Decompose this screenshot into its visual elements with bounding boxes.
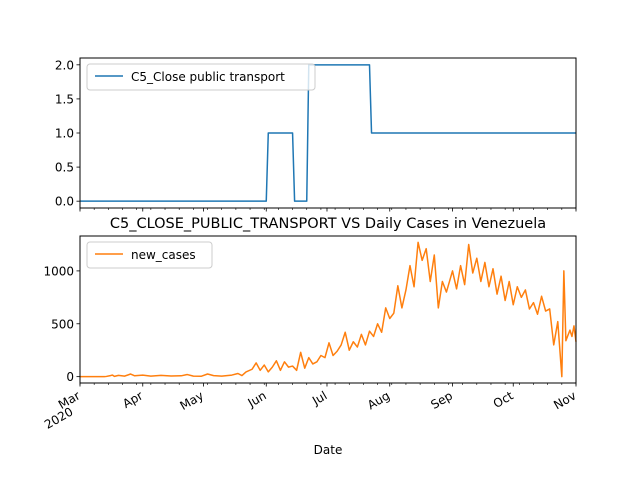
top-legend: C5_Close public transport xyxy=(86,63,316,91)
bottom-legend-box xyxy=(86,241,213,269)
y-tick-label: 2.0 xyxy=(55,58,74,72)
bottom-legend: new_cases xyxy=(86,241,213,269)
y-tick-label: 0.0 xyxy=(55,195,74,209)
y-tick-label: 1000 xyxy=(43,264,74,278)
y-tick-label: 0 xyxy=(66,370,74,384)
bottom-y-axis: 0 500 1000 xyxy=(43,264,80,384)
top-legend-label: C5_Close public transport xyxy=(131,70,285,84)
series-line-c5-close-public-transport xyxy=(80,64,576,202)
series-line-new-cases xyxy=(80,241,577,378)
top-y-axis: 0.0 0.5 1.0 1.5 2.0 xyxy=(55,58,80,209)
chart-title: C5_CLOSE_PUBLIC_TRANSPORT VS Daily Cases… xyxy=(110,216,546,232)
top-x-axis xyxy=(79,208,577,212)
x-axis-title: Date xyxy=(314,443,343,457)
bottom-legend-label: new_cases xyxy=(131,248,196,262)
y-tick-label: 0.5 xyxy=(55,161,74,175)
top-panel: 0.0 0.5 1.0 1.5 2.0 C5_Close public transpor… xyxy=(55,57,577,212)
bottom-plot-frame xyxy=(79,235,577,384)
y-tick-label: 1.0 xyxy=(55,127,74,141)
top-legend-box xyxy=(86,63,316,91)
bottom-series-group xyxy=(79,241,577,378)
x-tick-label: Jul xyxy=(309,388,329,408)
y-tick-label: 1.5 xyxy=(55,92,74,106)
y-tick-label: 500 xyxy=(51,317,74,331)
